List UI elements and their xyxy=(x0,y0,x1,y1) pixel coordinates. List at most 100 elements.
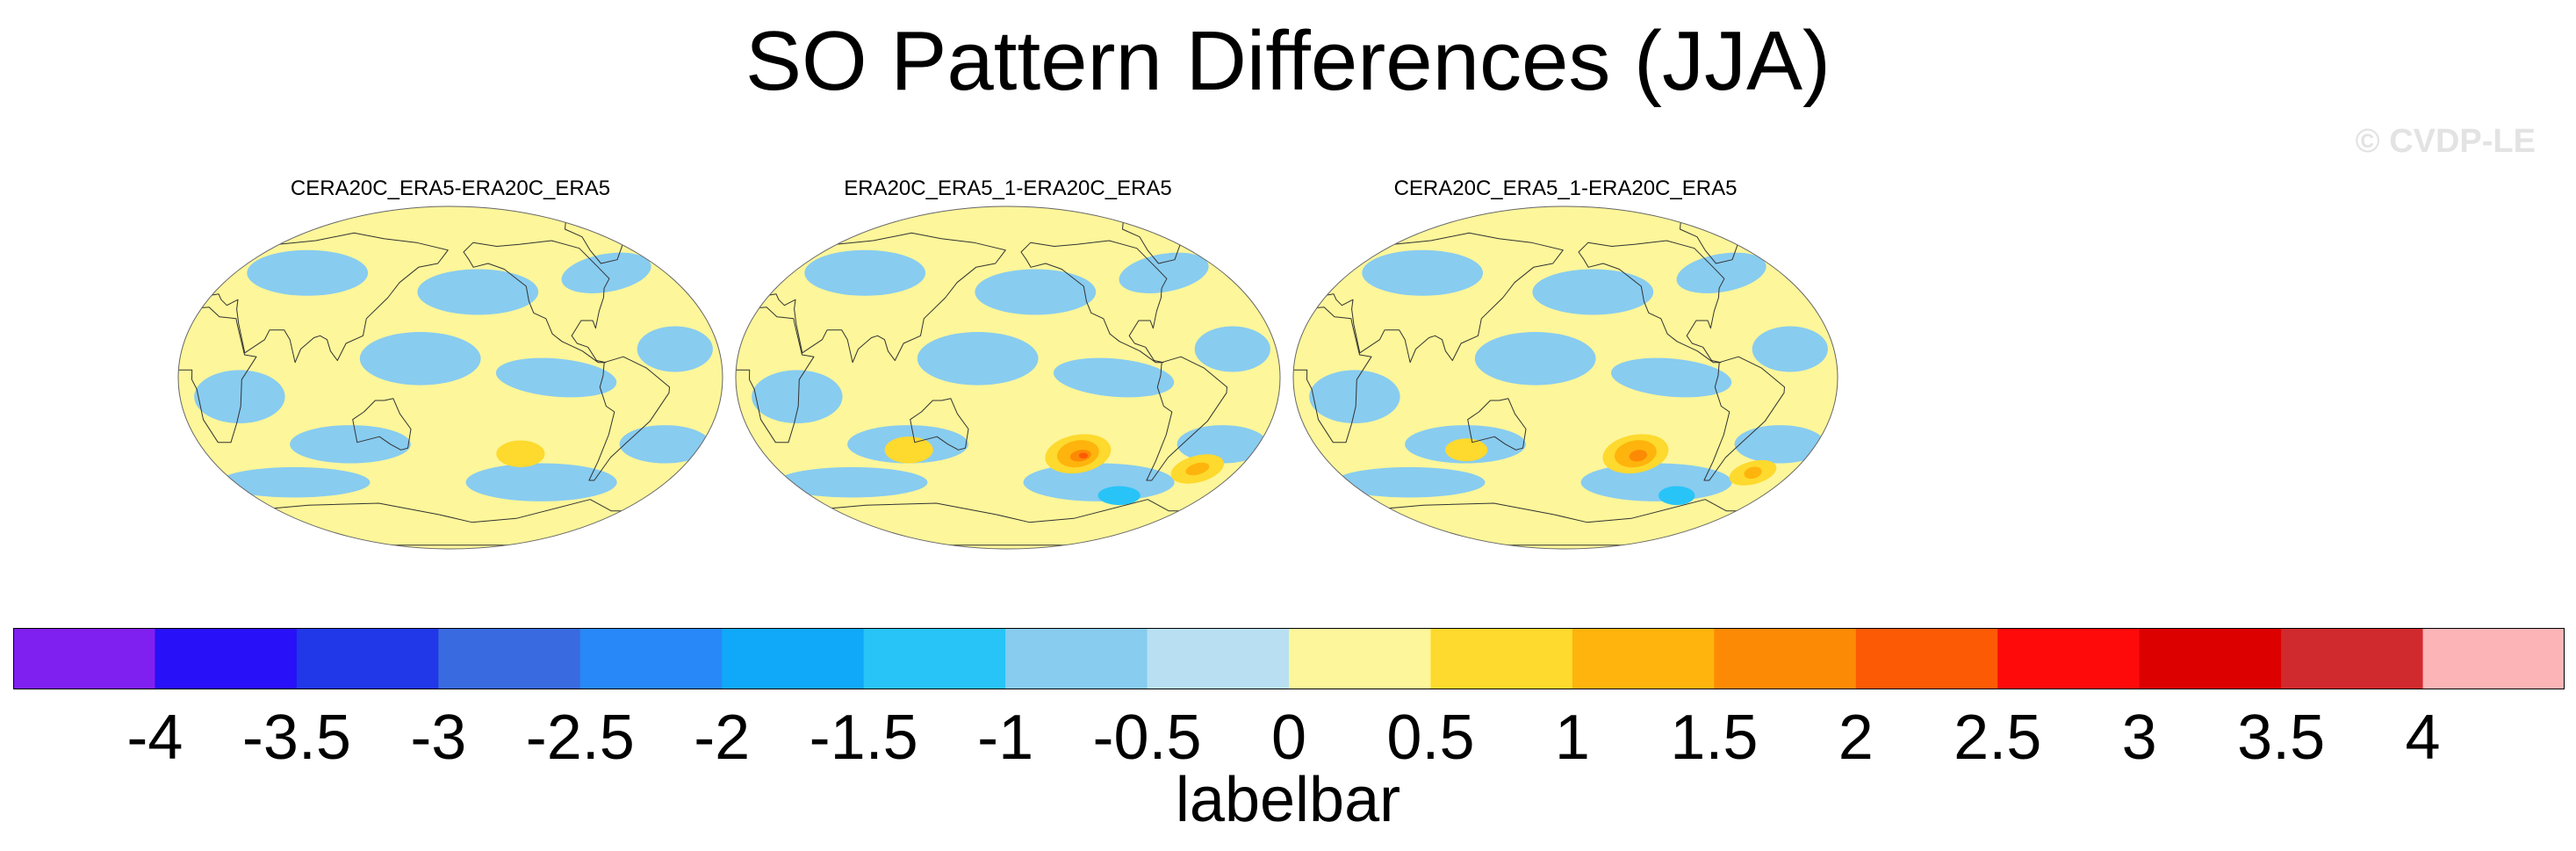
anomaly-contour xyxy=(1119,252,1209,293)
colorbar-tick-label: 1 xyxy=(1554,703,1590,773)
anomaly-contour xyxy=(1610,357,1732,398)
colorbar-tick-label: 4 xyxy=(2405,703,2441,773)
anomaly-contour xyxy=(247,249,369,296)
panel-title-2: ERA20C_ERA5_1-ERA20C_ERA5 xyxy=(844,177,1172,200)
chart-title: SO Pattern Differences (JJA) xyxy=(745,14,1831,108)
map-panel-2: ERA20C_ERA5_1-ERA20C_ERA5 xyxy=(731,176,1284,562)
coastline xyxy=(1293,307,1372,444)
colorbar-swatch xyxy=(155,628,298,689)
colorbar-swatch xyxy=(1572,628,1715,689)
anomaly-contour xyxy=(884,436,933,464)
anomaly-contour xyxy=(619,425,710,464)
map-border xyxy=(735,206,1281,550)
colorbar-swatch xyxy=(863,628,1006,689)
colorbar-swatch xyxy=(1997,628,2141,689)
map-2 xyxy=(735,206,1281,550)
anomaly-contour xyxy=(1053,357,1175,398)
map-border xyxy=(177,206,723,550)
anomaly-contour xyxy=(804,249,926,296)
coastline xyxy=(910,398,969,451)
map-panel-3: CERA20C_ERA5_1-ERA20C_ERA5 xyxy=(1289,176,1842,562)
anomaly-contour xyxy=(219,466,371,498)
anomaly-contour xyxy=(776,466,928,498)
map-1 xyxy=(177,206,723,550)
coastline xyxy=(1703,356,1785,481)
colorbar-swatch xyxy=(2422,628,2565,689)
anomaly-contour xyxy=(1752,326,1828,372)
colorbar-swatch xyxy=(1147,628,1290,689)
map-field xyxy=(1293,206,1838,549)
anomaly-contour xyxy=(194,370,285,423)
colorbar-swatch xyxy=(1430,628,1573,689)
anomaly-contour xyxy=(1176,425,1268,464)
colorbar-tick-label: 0.5 xyxy=(1386,703,1475,773)
colorbar-ticks: -4 -3.5 -3 -2.5 -2 -1.5 -1 -0.5 0 0.5 1 1.5 2 2.5 3 3.5… xyxy=(13,698,2565,777)
coastline xyxy=(1146,356,1227,481)
colorbar xyxy=(13,628,2565,689)
coastline xyxy=(736,307,815,444)
anomaly-contour xyxy=(975,269,1097,315)
colorbar-swatch xyxy=(438,628,581,689)
anomaly-contour xyxy=(290,425,411,464)
anomaly-contour xyxy=(1532,269,1654,315)
anomaly-contour xyxy=(1334,466,1486,498)
colorbar-tick-label: -1 xyxy=(977,703,1034,773)
colorbar-tick-label: 1.5 xyxy=(1670,703,1759,773)
panel-title-3: CERA20C_ERA5_1-ERA20C_ERA5 xyxy=(1393,177,1738,200)
anomaly-contour xyxy=(1309,370,1400,423)
coastline xyxy=(1020,240,1168,364)
coastline xyxy=(1467,398,1527,451)
anomaly-contour xyxy=(1078,452,1089,459)
anomaly-contour xyxy=(495,357,617,398)
panel-title-1: CERA20C_ERA5-ERA20C_ERA5 xyxy=(290,177,611,200)
anomaly-contour xyxy=(1097,486,1140,506)
anomaly-contour xyxy=(561,252,651,293)
colorbar-swatch xyxy=(1005,628,1148,689)
anomaly-contour xyxy=(1734,425,1825,464)
coastline xyxy=(588,356,670,481)
colorbar-swatch xyxy=(296,628,439,689)
colorbar-tick-label: -3 xyxy=(410,703,467,773)
colorbar-swatch xyxy=(2281,628,2424,689)
coastline xyxy=(1578,240,1725,364)
colorbar-frame xyxy=(13,628,2565,689)
anomaly-contour xyxy=(1629,450,1648,462)
colorbar-tick-label: 2 xyxy=(1838,703,1874,773)
colorbar-tick-label: -1.5 xyxy=(809,703,918,773)
anomaly-contour xyxy=(417,269,539,315)
coastline xyxy=(352,398,412,451)
anomaly-contour xyxy=(1194,326,1270,372)
map-field xyxy=(178,206,723,549)
colorbar-tick-label: -3.5 xyxy=(241,703,351,773)
colorbar-tick-label: -4 xyxy=(126,703,183,773)
anomaly-contour xyxy=(752,370,843,423)
map-field xyxy=(736,206,1280,549)
colorbar-tick-label: -2 xyxy=(694,703,751,773)
colorbar-label: labelbar xyxy=(1175,765,1401,835)
anomaly-contour xyxy=(1744,466,1762,480)
watermark: © CVDP-LE xyxy=(2355,123,2536,160)
colorbar-tick-label: 2.5 xyxy=(1954,703,2042,773)
anomaly-contour xyxy=(1474,332,1596,386)
colorbar-tick-label: -2.5 xyxy=(525,703,635,773)
anomaly-contour xyxy=(508,446,533,462)
map-3 xyxy=(1292,206,1838,550)
coastline xyxy=(178,307,257,444)
anomaly-contour xyxy=(1659,486,1695,506)
colorbar-swatch xyxy=(1714,628,1857,689)
colorbar-swatch xyxy=(13,628,155,689)
anomaly-contour xyxy=(359,332,481,386)
colorbar-tick-label: 3.5 xyxy=(2237,703,2326,773)
colorbar-swatch xyxy=(579,628,723,689)
anomaly-contour xyxy=(1362,249,1484,296)
anomaly-contour xyxy=(465,463,617,501)
map-border xyxy=(1292,206,1838,550)
anomaly-contour xyxy=(637,326,713,372)
anomaly-contour xyxy=(1445,438,1488,462)
anomaly-contour xyxy=(1580,463,1732,501)
anomaly-contour xyxy=(1676,252,1767,293)
colorbar-swatch xyxy=(2139,628,2282,689)
anomaly-contour xyxy=(917,332,1039,386)
colorbar-swatch xyxy=(722,628,865,689)
colorbar-swatch xyxy=(1289,628,1431,689)
